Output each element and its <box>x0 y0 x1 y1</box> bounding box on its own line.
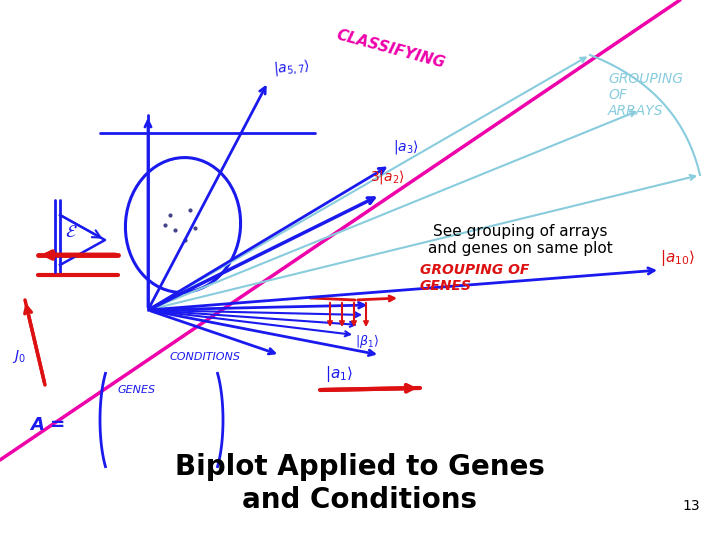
Text: $|\beta_1\rangle$: $|\beta_1\rangle$ <box>355 333 379 350</box>
Text: $3|a_2\rangle$: $3|a_2\rangle$ <box>370 167 405 186</box>
Text: A =: A = <box>30 416 66 434</box>
Text: $|a_{5,7}\rangle$: $|a_{5,7}\rangle$ <box>272 56 310 78</box>
Text: $|a_3\rangle$: $|a_3\rangle$ <box>393 138 419 156</box>
Text: $|a_1\rangle$: $|a_1\rangle$ <box>325 364 354 384</box>
Text: CLASSIFYING: CLASSIFYING <box>335 28 447 71</box>
Text: Biplot Applied to Genes: Biplot Applied to Genes <box>175 453 545 481</box>
Text: $\mathcal{E}$: $\mathcal{E}$ <box>65 223 78 241</box>
Text: See grouping of arrays
and genes on same plot: See grouping of arrays and genes on same… <box>428 224 613 256</box>
Text: GROUPING
OF
ARRAYS: GROUPING OF ARRAYS <box>608 72 683 118</box>
Text: $J_0$: $J_0$ <box>12 348 26 365</box>
Text: and Conditions: and Conditions <box>243 486 477 514</box>
Text: GROUPING OF
GENES: GROUPING OF GENES <box>420 263 529 293</box>
Text: CONDITIONS: CONDITIONS <box>170 352 241 362</box>
Text: GENES: GENES <box>118 385 156 395</box>
Text: $|a_{10}\rangle$: $|a_{10}\rangle$ <box>660 248 695 268</box>
Text: 13: 13 <box>683 499 700 513</box>
